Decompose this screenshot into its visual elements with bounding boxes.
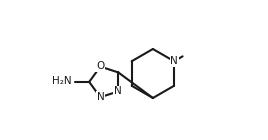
- Text: N: N: [170, 56, 178, 66]
- Text: N: N: [114, 86, 121, 96]
- Text: O: O: [96, 61, 105, 71]
- Text: H₂N: H₂N: [52, 76, 72, 86]
- Text: N: N: [97, 92, 105, 102]
